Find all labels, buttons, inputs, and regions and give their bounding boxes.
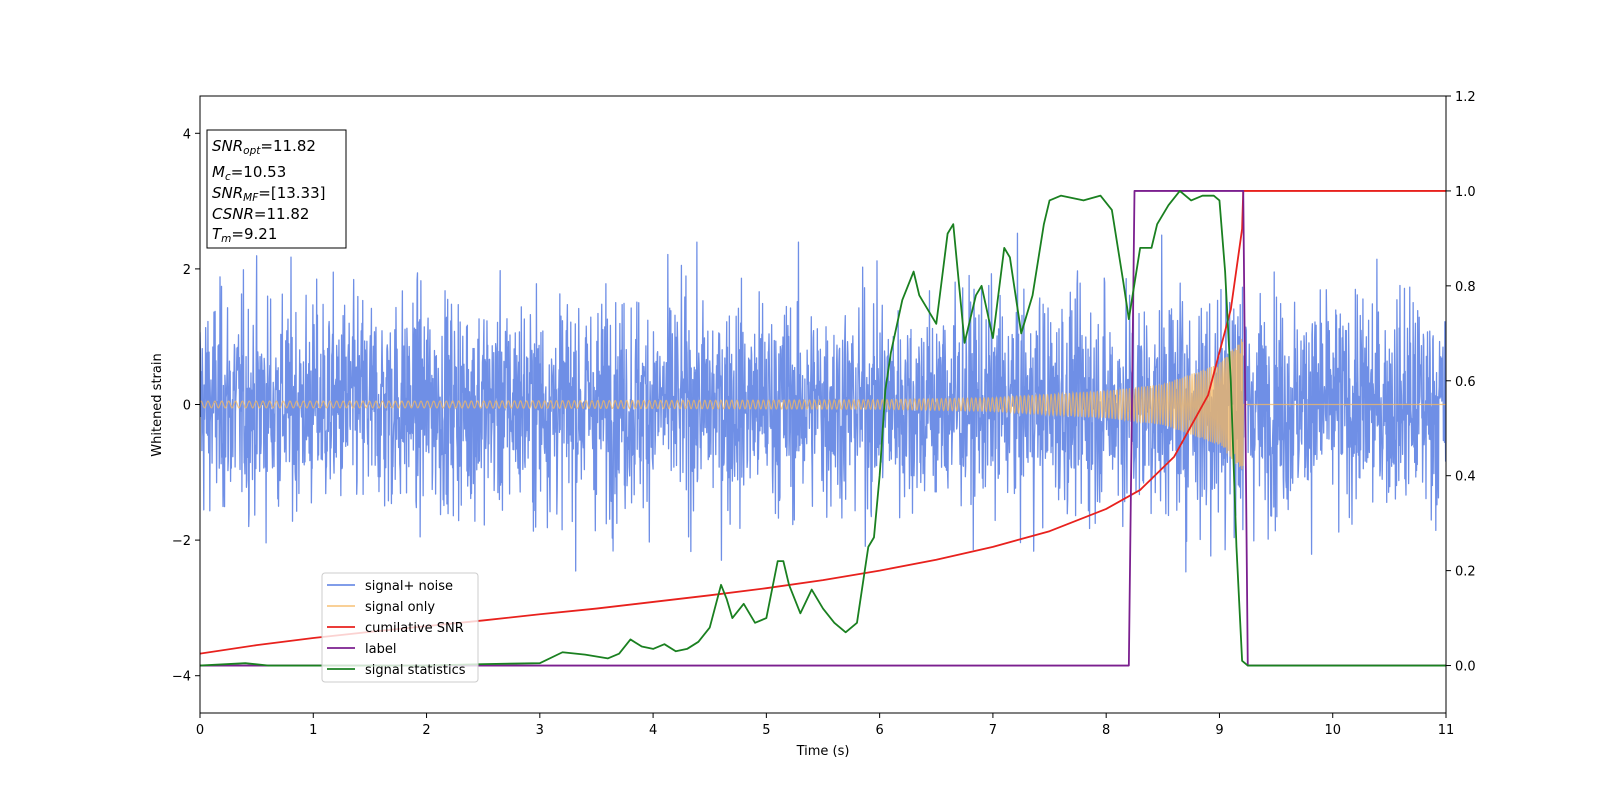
legend-label: label [365, 642, 396, 657]
y2-tick-label: 0.6 [1455, 375, 1476, 390]
legend-label: signal statistics [365, 663, 466, 678]
y2-tick-label: 0.2 [1455, 565, 1476, 580]
y-tick-label: 0 [183, 399, 191, 414]
y2-tick-label: 0.0 [1455, 660, 1476, 675]
info-box-row: SNRopt=11.82 [212, 137, 316, 157]
info-box-frame [206, 129, 347, 249]
x-tick-label: 9 [1215, 723, 1223, 738]
x-tick-label: 3 [536, 723, 544, 738]
x-axis-label: Time (s) [796, 744, 850, 759]
x-tick-label: 8 [1102, 723, 1110, 738]
legend-label: cumilative SNR [365, 621, 464, 636]
x-tick-label: 7 [989, 723, 997, 738]
y2-tick-label: 0.8 [1455, 280, 1476, 295]
info-box: SNRopt=11.82 Mc=10.53SNRMF=[13.33]CSNR=11… [206, 129, 347, 249]
info-box-row: Tm=9.21 [212, 225, 277, 245]
info-box-row: SNRMF=[13.33] [212, 184, 326, 204]
x-tick-label: 2 [422, 723, 430, 738]
y-axis-label: Whitened strain [150, 353, 165, 456]
legend-label: signal+ noise [365, 579, 453, 594]
axes-layer: 0 1 2 3 4 5 6 7 8 9 10 11 −4 −2 0 2 4 0.0 0.2 0.4 0.6 0.8 1.0 1… [172, 90, 1476, 738]
info-box-row: Mc=10.53 [212, 163, 286, 183]
series-signal-only [200, 338, 1446, 470]
x-tick-label: 10 [1324, 723, 1341, 738]
x-tick-label: 11 [1438, 723, 1455, 738]
y-tick-label: 2 [183, 263, 191, 278]
legend-label: signal only [365, 600, 435, 615]
y2-tick-label: 0.4 [1455, 470, 1476, 485]
y-tick-label: −2 [172, 534, 191, 549]
y2-tick-label: 1.0 [1455, 185, 1476, 200]
info-box-row: CSNR=11.82 [212, 205, 309, 223]
legend: signal+ noise signal only cumilative SNR la… [321, 572, 479, 683]
x-tick-label: 6 [875, 723, 883, 738]
y-tick-label: −4 [172, 670, 191, 685]
y2-tick-label: 1.2 [1455, 90, 1476, 105]
x-tick-label: 1 [309, 723, 317, 738]
y-tick-label: 4 [183, 127, 191, 142]
x-tick-label: 0 [196, 723, 204, 738]
series-signal-statistics [200, 190, 1446, 667]
x-tick-label: 5 [762, 723, 770, 738]
x-tick-label: 4 [649, 723, 657, 738]
series-signal-noise [200, 232, 1446, 573]
legend-frame [321, 572, 479, 683]
